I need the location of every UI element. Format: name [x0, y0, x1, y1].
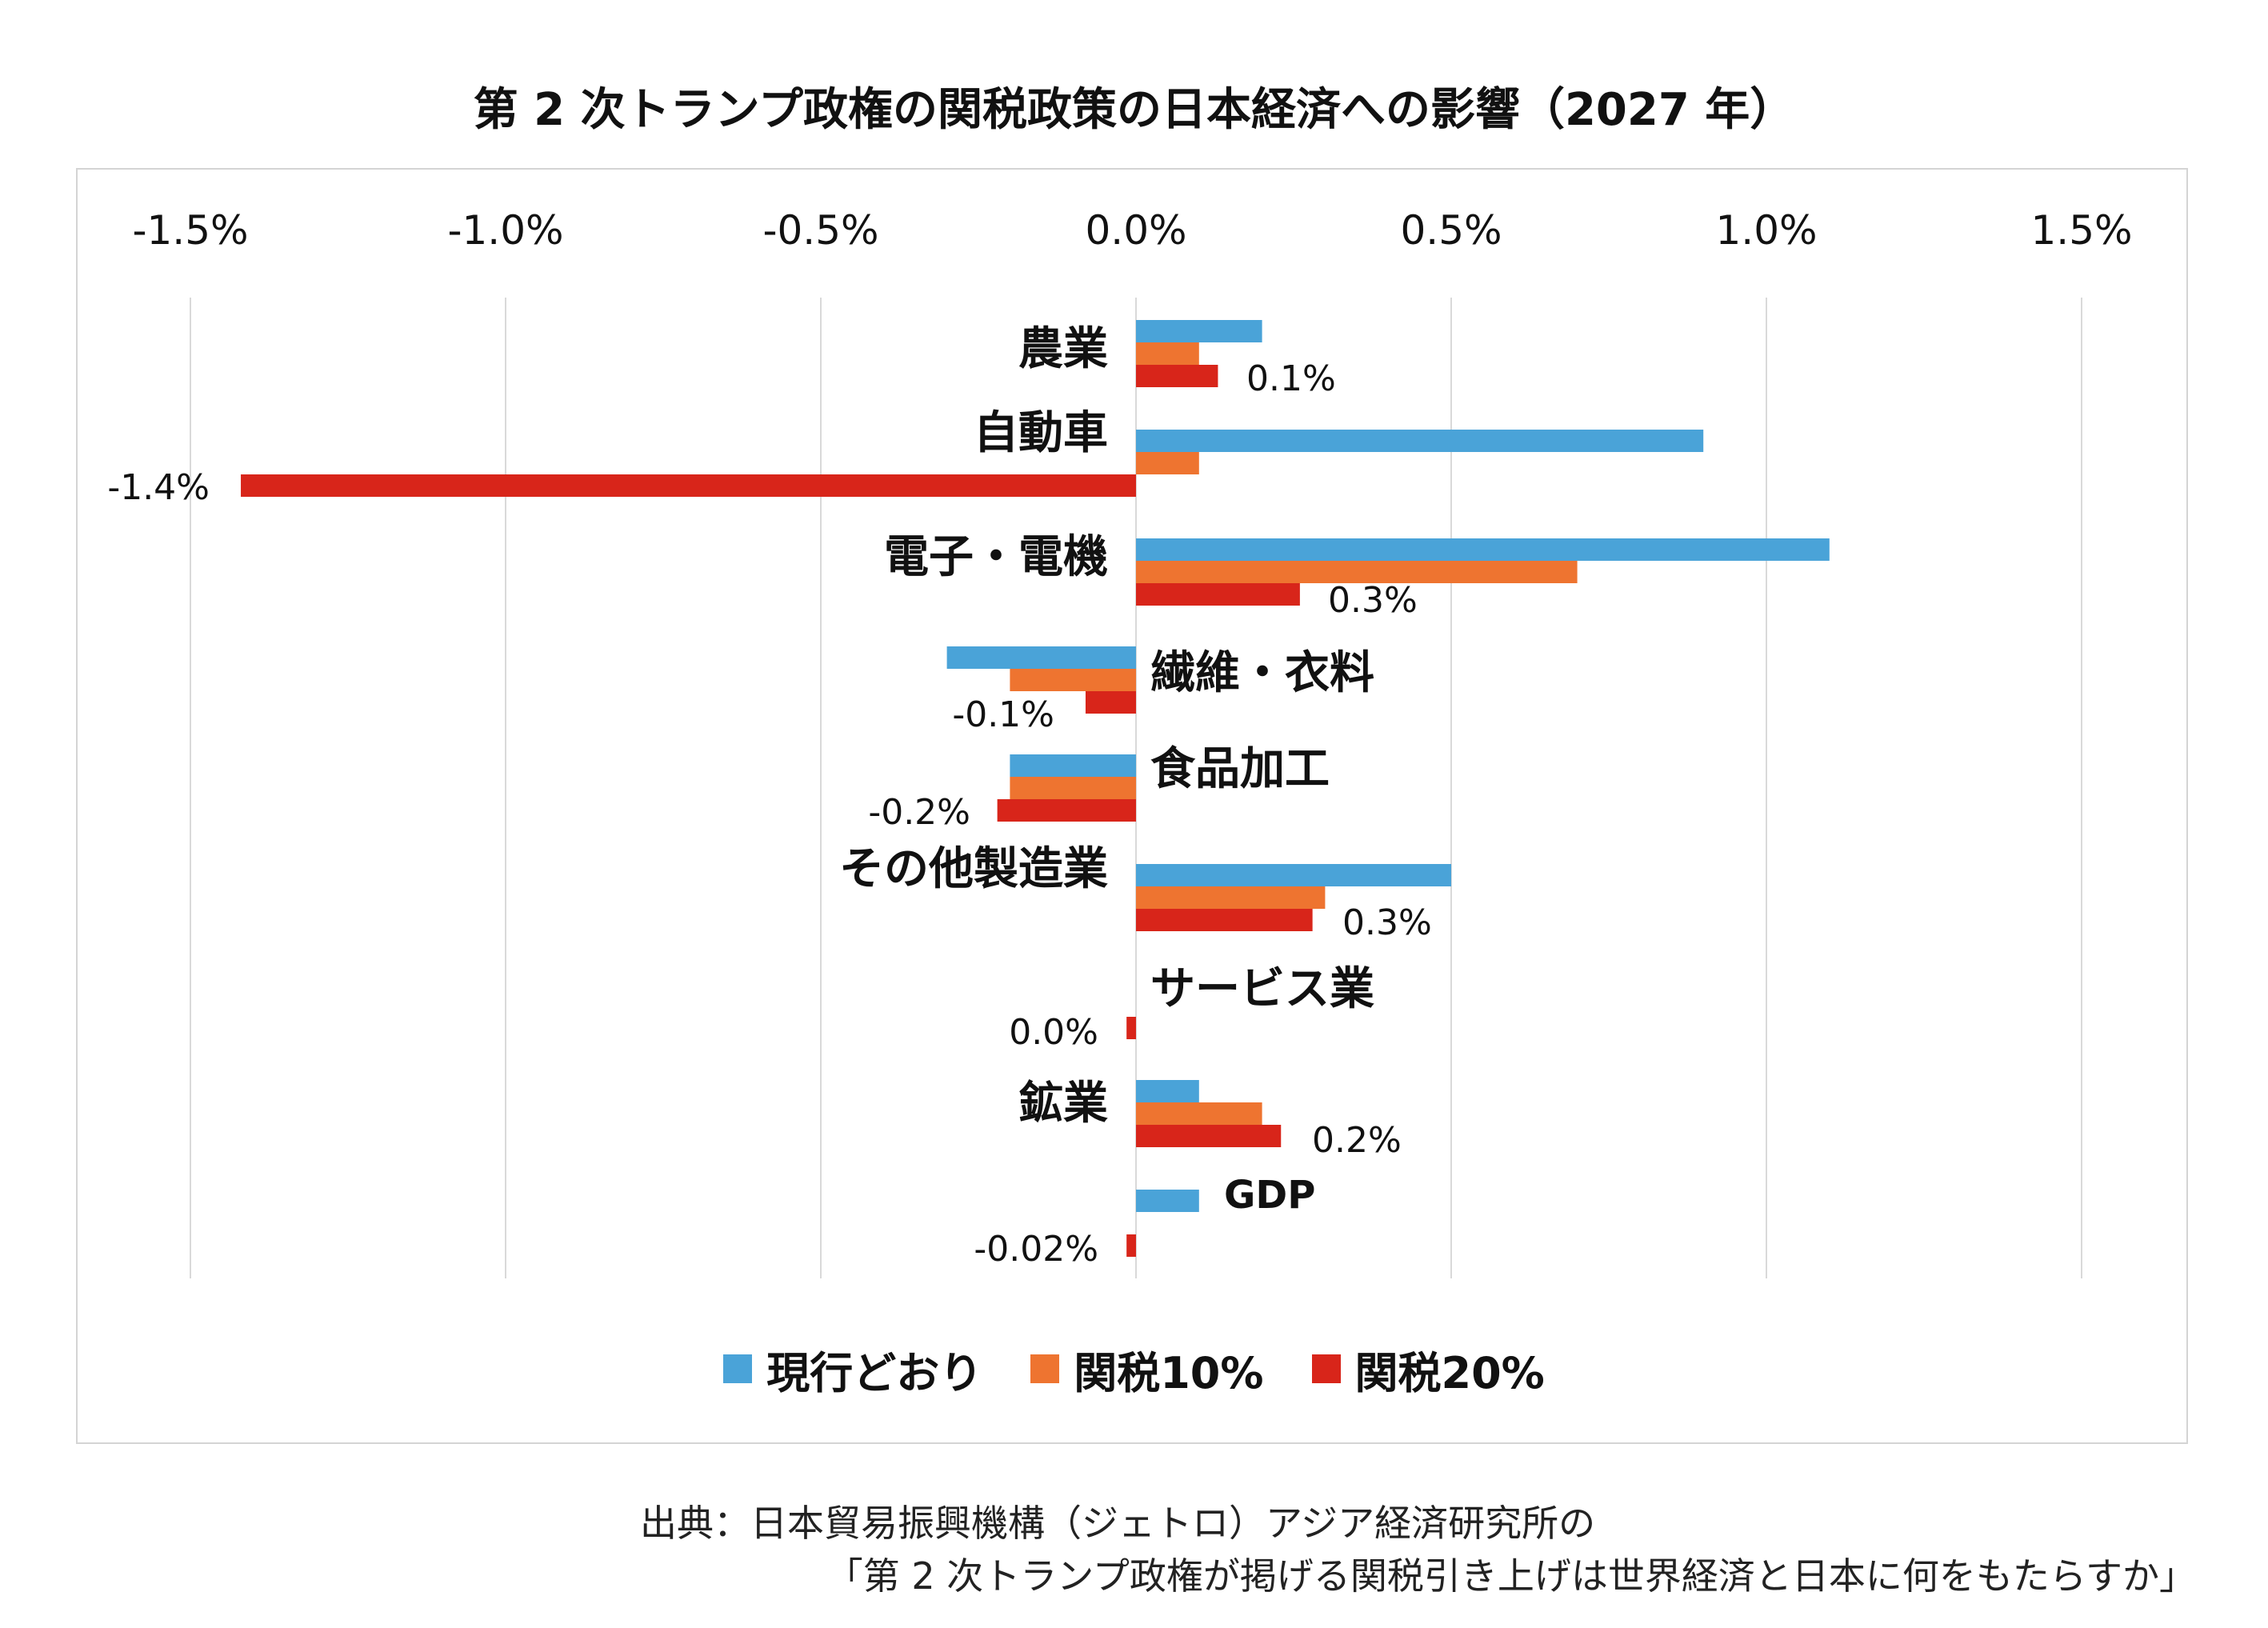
x-tick-label: -1.0%: [447, 207, 563, 254]
bar: [1136, 583, 1300, 606]
bar: [1136, 1125, 1282, 1147]
bar: [1126, 1017, 1136, 1039]
bar: [1136, 1190, 1199, 1212]
chart-title: 第 2 次トランプ政権の関税政策の日本経済への影響（2027 年）: [473, 84, 1795, 136]
source-line-1: 出典：日本貿易振興機構（ジェトロ）アジア経済研究所の: [640, 1502, 1596, 1545]
bar: [1136, 342, 1199, 365]
x-tick-label: -0.5%: [762, 207, 878, 254]
bar: [1136, 452, 1199, 474]
bar: [997, 799, 1136, 822]
bar: [1136, 538, 1830, 561]
legend-swatch: [1311, 1354, 1341, 1383]
bar: [1136, 886, 1326, 909]
category-label: 農業: [1018, 323, 1108, 375]
data-label: 0.2%: [1312, 1120, 1402, 1161]
data-label: 0.0%: [1009, 1012, 1098, 1053]
data-label: -0.2%: [868, 792, 970, 833]
bar: [1136, 909, 1313, 931]
data-label: -0.1%: [952, 694, 1054, 735]
data-label: -0.02%: [974, 1229, 1098, 1270]
category-label: その他製造業: [839, 843, 1108, 895]
category-label: GDP: [1224, 1173, 1315, 1218]
bar: [1136, 1080, 1199, 1102]
legend-swatch: [723, 1354, 753, 1383]
bar: [1136, 365, 1218, 387]
x-tick-label: 0.0%: [1085, 207, 1186, 254]
bar: [1010, 669, 1136, 691]
x-tick-label: 1.0%: [1715, 207, 1817, 254]
legend-swatch: [1030, 1354, 1060, 1383]
bar: [1010, 777, 1136, 799]
source-line-2: 「第 2 次トランプ政権が掲げる関税引き上げは世界経済と日本に何をもたらすか」: [826, 1554, 2196, 1598]
data-label: 0.1%: [1246, 358, 1336, 399]
category-label: 自動車: [974, 407, 1108, 459]
legend-item: 関税10%: [1030, 1338, 1264, 1401]
legend-label: 関税10%: [1074, 1347, 1264, 1398]
x-tick-label: 1.5%: [2030, 207, 2132, 254]
data-label: 0.3%: [1328, 580, 1418, 621]
category-label: サービス業: [1150, 963, 1374, 1015]
bar: [946, 646, 1136, 669]
bar: [1085, 691, 1136, 714]
bar: [1136, 864, 1451, 886]
data-label: -1.4%: [107, 467, 210, 508]
category-label: 繊維・衣料: [1150, 647, 1374, 699]
bar: [1136, 320, 1262, 342]
data-label: 0.3%: [1342, 902, 1432, 943]
bar: [1010, 754, 1136, 777]
category-label: 食品加工: [1150, 743, 1330, 795]
legend-item: 現行どおり: [723, 1338, 982, 1401]
bar: [1126, 1234, 1136, 1257]
x-tick-label: -1.5%: [132, 207, 248, 254]
category-label: 電子・電機: [884, 531, 1108, 583]
category-label: 鉱業: [1018, 1078, 1108, 1130]
legend-item: 関税20%: [1311, 1338, 1545, 1401]
bar: [1136, 1102, 1262, 1125]
legend-label: 現行どおり: [766, 1347, 983, 1398]
bar: [1136, 561, 1578, 583]
legend-label: 関税20%: [1354, 1347, 1545, 1398]
bar: [1136, 430, 1704, 452]
chart-frame: [76, 168, 2188, 1444]
bar: [241, 474, 1136, 497]
x-tick-label: 0.5%: [1400, 207, 1502, 254]
legend: 現行どおり 関税10% 関税20%: [0, 1341, 2268, 1398]
